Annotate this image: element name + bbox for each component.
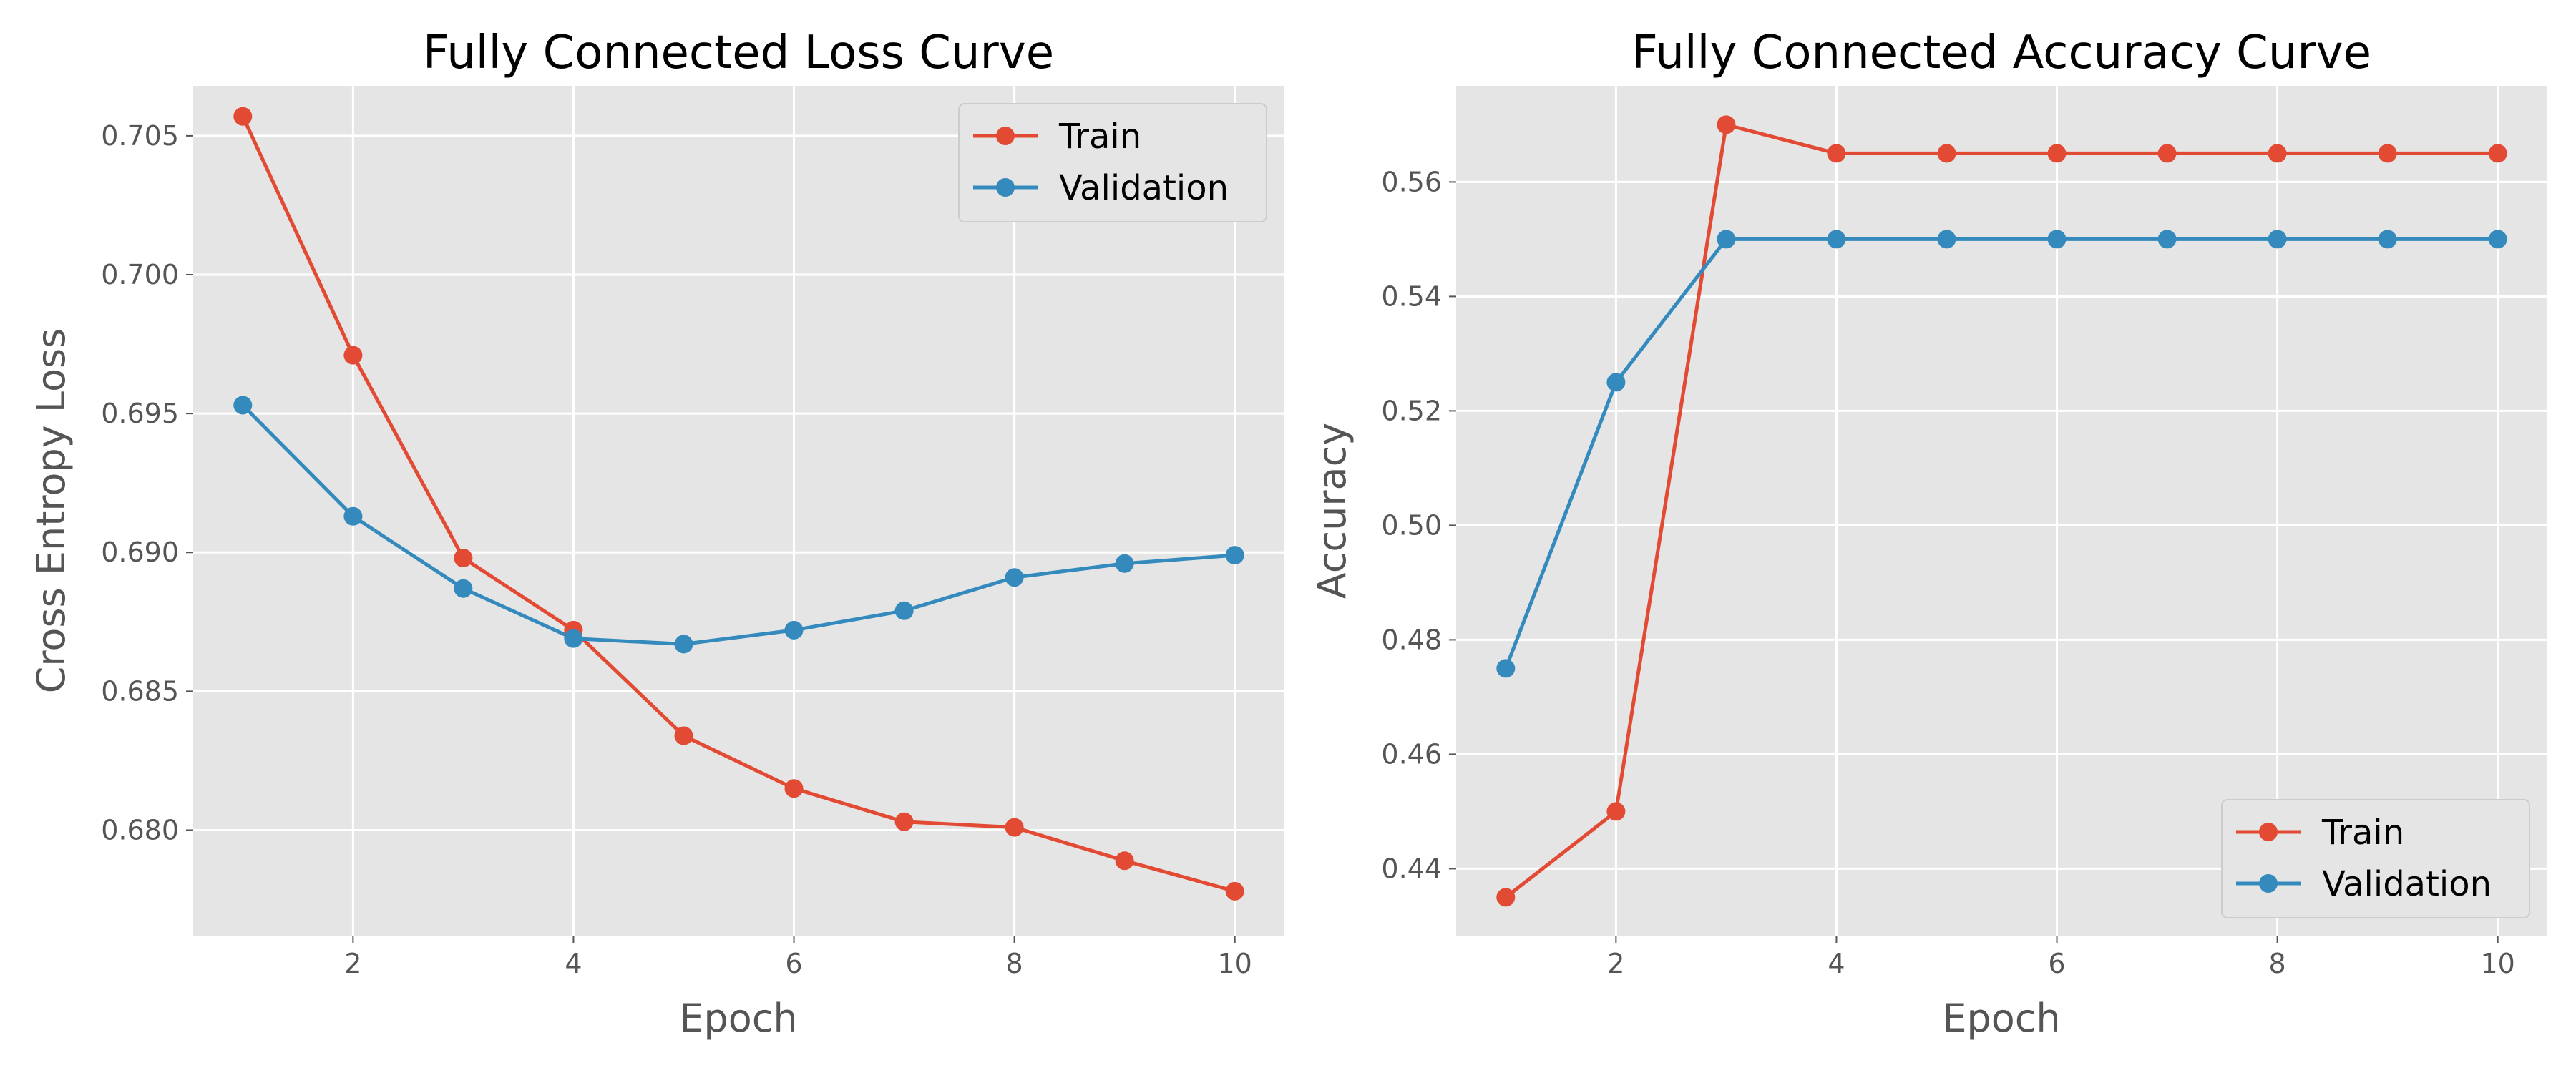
accuracy-x-tick-label: 8 bbox=[2269, 948, 2286, 979]
accuracy-y-tick-label: 0.44 bbox=[1381, 853, 1442, 884]
accuracy-legend: Train Validation bbox=[2221, 799, 2530, 918]
loss-x-tick-label: 8 bbox=[1006, 948, 1023, 979]
accuracy-legend-train-label: Train bbox=[2321, 813, 2404, 853]
accuracy-x-ticks: 2 4 6 8 10 bbox=[1607, 936, 2515, 979]
accuracy-series-lines bbox=[1503, 122, 2498, 899]
loss-y-tick-label: 0.695 bbox=[101, 398, 179, 429]
loss-train-point bbox=[1005, 818, 1024, 837]
loss-legend-train-marker bbox=[996, 127, 1015, 145]
accuracy-train-point bbox=[1937, 144, 1956, 163]
accuracy-validation-point bbox=[2378, 230, 2397, 249]
accuracy-validation-point bbox=[1937, 230, 1956, 249]
accuracy-legend-validation-label: Validation bbox=[2322, 864, 2492, 904]
accuracy-y-tick-label: 0.54 bbox=[1381, 280, 1442, 312]
loss-chart-title: Fully Connected Loss Curve bbox=[423, 26, 1054, 79]
loss-train-point bbox=[894, 812, 914, 831]
loss-x-ticks: 2 4 6 8 10 bbox=[344, 936, 1252, 979]
loss-y-tick-label: 0.690 bbox=[101, 536, 179, 568]
loss-series-points bbox=[233, 107, 1244, 901]
loss-series-lines bbox=[241, 115, 1236, 893]
accuracy-validation-point bbox=[2488, 230, 2507, 249]
accuracy-validation-point bbox=[2268, 230, 2287, 249]
loss-x-tick-label: 6 bbox=[785, 948, 802, 979]
accuracy-y-axis-label: Accuracy bbox=[1309, 423, 1355, 599]
accuracy-y-tick-label: 0.48 bbox=[1381, 624, 1442, 655]
loss-train-point bbox=[1115, 851, 1134, 871]
accuracy-chart: 2 4 6 8 10 0.44 0.46 0.48 0.50 0.52 0.54 0.56 Full… bbox=[1309, 26, 2547, 1041]
loss-validation-line bbox=[241, 403, 1235, 646]
accuracy-y-ticks: 0.44 0.46 0.48 0.50 0.52 0.54 0.56 bbox=[1381, 166, 1456, 884]
loss-plot-area bbox=[193, 86, 1284, 936]
loss-x-tick-label: 4 bbox=[565, 948, 582, 979]
accuracy-grid bbox=[1456, 86, 2547, 936]
accuracy-train-point bbox=[1606, 802, 1626, 821]
accuracy-legend-box bbox=[2221, 799, 2530, 918]
accuracy-train-point bbox=[1717, 115, 1736, 134]
loss-train-line bbox=[241, 115, 1236, 893]
accuracy-plot-area bbox=[1456, 86, 2547, 936]
loss-grid bbox=[193, 86, 1284, 936]
loss-validation-point bbox=[1225, 546, 1244, 565]
loss-train-point bbox=[454, 549, 473, 567]
loss-x-tick-label: 10 bbox=[1218, 948, 1252, 979]
accuracy-train-point bbox=[2047, 144, 2067, 163]
loss-legend-box bbox=[958, 103, 1267, 222]
accuracy-validation-line bbox=[1503, 237, 2498, 670]
loss-train-point bbox=[343, 346, 363, 365]
loss-validation-point bbox=[233, 396, 253, 415]
accuracy-train-point bbox=[1496, 888, 1516, 907]
loss-legend-validation-marker bbox=[996, 178, 1015, 197]
loss-y-tick-label: 0.685 bbox=[101, 675, 179, 707]
loss-train-point bbox=[674, 726, 693, 745]
loss-train-point bbox=[233, 107, 253, 126]
loss-y-tick-label: 0.700 bbox=[101, 259, 179, 290]
loss-train-point bbox=[784, 779, 804, 798]
loss-validation-point bbox=[1115, 554, 1134, 573]
accuracy-x-tick-label: 4 bbox=[1828, 948, 1845, 979]
accuracy-series-points bbox=[1496, 115, 2507, 907]
loss-x-tick-label: 2 bbox=[344, 948, 361, 979]
accuracy-y-tick-label: 0.50 bbox=[1381, 509, 1442, 541]
accuracy-validation-point bbox=[1827, 230, 1846, 249]
accuracy-validation-point bbox=[2047, 230, 2067, 249]
loss-validation-point bbox=[894, 601, 914, 620]
accuracy-validation-point bbox=[1606, 373, 1626, 392]
accuracy-validation-point bbox=[1496, 659, 1516, 678]
accuracy-validation-point bbox=[2157, 230, 2177, 249]
loss-y-axis-label: Cross Entropy Loss bbox=[29, 328, 74, 694]
loss-chart: 2 4 6 8 10 0.680 0.685 0.690 0.695 0.700 0.705 Fu… bbox=[29, 26, 1284, 1041]
loss-x-axis-label: Epoch bbox=[679, 996, 797, 1041]
accuracy-chart-title: Fully Connected Accuracy Curve bbox=[1631, 26, 2371, 79]
loss-validation-point bbox=[784, 620, 804, 640]
accuracy-y-tick-label: 0.46 bbox=[1381, 738, 1442, 770]
loss-validation-point bbox=[343, 506, 363, 526]
accuracy-train-point bbox=[2268, 144, 2287, 163]
accuracy-x-tick-label: 2 bbox=[1607, 948, 1624, 979]
loss-train-point bbox=[1225, 881, 1244, 901]
accuracy-train-point bbox=[2378, 144, 2397, 163]
accuracy-train-point bbox=[1827, 144, 1846, 163]
accuracy-legend-validation-marker bbox=[2259, 874, 2278, 893]
accuracy-legend-train-marker bbox=[2259, 823, 2278, 841]
loss-legend-train-label: Train bbox=[1058, 117, 1141, 157]
loss-legend: Train Validation bbox=[958, 103, 1267, 222]
accuracy-x-axis-label: Epoch bbox=[1942, 996, 2060, 1041]
loss-y-ticks: 0.680 0.685 0.690 0.695 0.700 0.705 bbox=[101, 120, 193, 846]
accuracy-x-tick-label: 6 bbox=[2048, 948, 2065, 979]
loss-validation-point bbox=[1005, 568, 1024, 587]
loss-validation-point bbox=[454, 579, 473, 598]
loss-legend-validation-label: Validation bbox=[1059, 168, 1229, 208]
accuracy-x-tick-label: 10 bbox=[2481, 948, 2515, 979]
loss-validation-point bbox=[674, 635, 693, 654]
accuracy-y-tick-label: 0.56 bbox=[1381, 166, 1442, 197]
accuracy-train-line bbox=[1504, 122, 2498, 899]
accuracy-validation-point bbox=[1717, 230, 1736, 249]
loss-y-tick-label: 0.705 bbox=[101, 120, 179, 152]
loss-y-tick-label: 0.680 bbox=[101, 814, 179, 846]
accuracy-y-tick-label: 0.52 bbox=[1381, 395, 1442, 426]
accuracy-train-point bbox=[2488, 144, 2507, 163]
accuracy-train-point bbox=[2157, 144, 2177, 163]
loss-validation-point bbox=[564, 629, 583, 648]
